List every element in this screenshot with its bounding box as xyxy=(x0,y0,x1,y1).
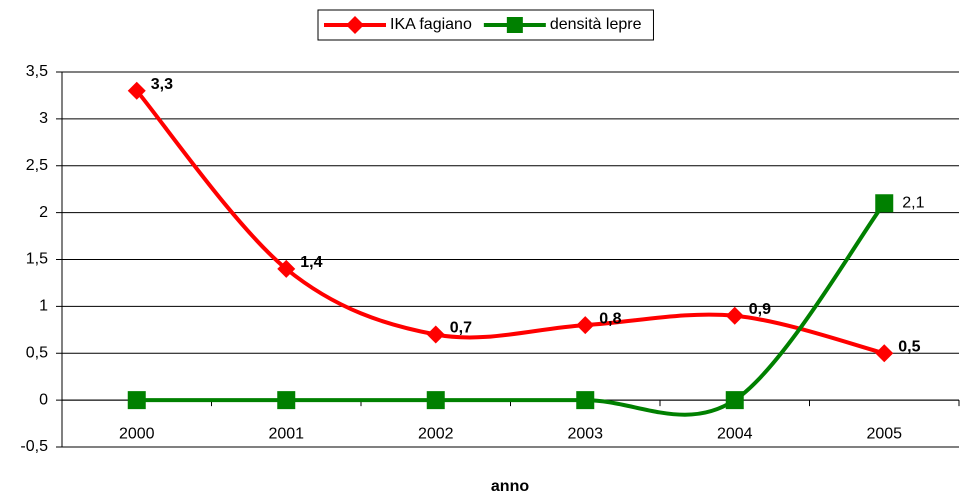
data-label: 0,8 xyxy=(599,310,621,327)
y-tick-label: 1 xyxy=(39,298,48,315)
x-axis-title: anno xyxy=(491,478,529,495)
y-tick-label: 1,5 xyxy=(26,251,48,268)
point-marker xyxy=(127,81,146,100)
x-tick-label: 2004 xyxy=(717,425,753,442)
y-tick-label: 0 xyxy=(39,391,48,408)
legend-marker xyxy=(346,16,364,34)
y-tick-label: 3 xyxy=(39,110,48,127)
point-marker xyxy=(576,391,595,410)
point-marker xyxy=(426,325,445,344)
series-line xyxy=(135,89,885,356)
x-tick-label: 2002 xyxy=(418,425,454,442)
point-marker xyxy=(725,306,744,325)
y-tick-label: 0,5 xyxy=(26,344,48,361)
x-tick-label: 2003 xyxy=(567,425,603,442)
y-tick-label: 3,5 xyxy=(26,63,48,80)
data-label: 0,9 xyxy=(749,301,771,318)
point-marker xyxy=(277,391,296,410)
point-marker xyxy=(875,344,894,363)
data-label: 3,3 xyxy=(151,76,173,93)
point-marker xyxy=(725,391,744,410)
y-tick-label: 2,5 xyxy=(26,157,48,174)
point-marker xyxy=(127,391,146,410)
legend-marker xyxy=(506,17,523,33)
data-label: 1,4 xyxy=(300,254,322,271)
data-label: 2,1 xyxy=(902,194,924,211)
x-tick-label: 2005 xyxy=(866,425,902,442)
legend: IKA fagiano densità lepre xyxy=(317,9,654,41)
y-tick-label: 2 xyxy=(39,204,48,221)
y-tick-label: -0,5 xyxy=(20,438,48,455)
point-marker xyxy=(576,316,595,335)
point-marker xyxy=(277,259,296,278)
x-tick-label: 2001 xyxy=(268,425,304,442)
point-marker xyxy=(875,194,894,213)
data-label: 0,5 xyxy=(898,338,920,355)
data-label: 0,7 xyxy=(450,320,472,337)
series-line xyxy=(136,202,886,417)
legend-label: densità lepre xyxy=(550,16,642,33)
legend-label: IKA fagiano xyxy=(390,16,472,33)
point-marker xyxy=(426,391,445,410)
x-tick-label: 2000 xyxy=(119,425,155,442)
